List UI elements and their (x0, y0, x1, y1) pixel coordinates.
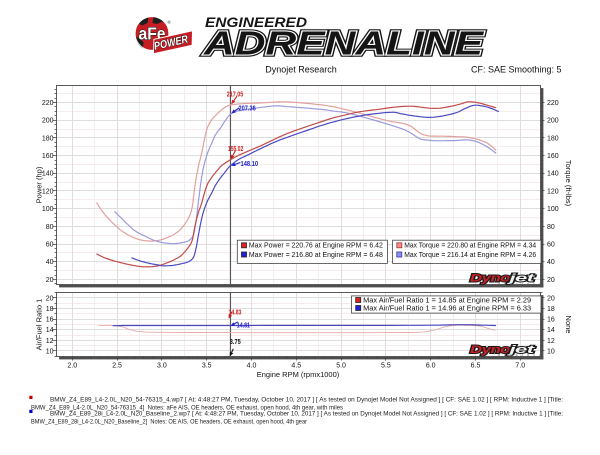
svg-text:4.0: 4.0 (247, 363, 257, 370)
svg-text:20: 20 (547, 277, 555, 284)
svg-text:R E S E A R C H: R E S E A R C H (498, 353, 543, 357)
svg-text:20: 20 (46, 295, 54, 302)
svg-text:BMW_Z4_E89_L4-2.0L_N20_54-7631: BMW_Z4_E89_L4-2.0L_N20_54-76315_4.wp7 [ … (50, 396, 563, 403)
svg-text:2.5: 2.5 (112, 363, 122, 370)
svg-text:None: None (564, 316, 573, 334)
svg-text:10: 10 (46, 348, 54, 355)
svg-text:BMW_Z4_E89_28i_L4-2.0L_N20_Bas: BMW_Z4_E89_28i_L4-2.0L_N20_Baseline_2.wp… (50, 410, 563, 417)
svg-text:207.36: 207.36 (239, 105, 256, 112)
svg-text:140: 140 (547, 171, 559, 178)
svg-text:Max Torque = 220.80 at Engine: Max Torque = 220.80 at Engine RPM = 4.34 (404, 241, 536, 250)
svg-text:Max Torque = 216.14 at Engine: Max Torque = 216.14 at Engine RPM = 4.26 (404, 250, 536, 259)
svg-text:40: 40 (46, 259, 54, 266)
svg-text:14.83: 14.83 (229, 309, 242, 316)
svg-text:18: 18 (547, 306, 555, 313)
svg-text:200: 200 (42, 118, 54, 125)
svg-text:220: 220 (42, 100, 54, 107)
svg-text:40: 40 (547, 259, 555, 266)
svg-text:60: 60 (547, 242, 555, 249)
svg-text:ADRENALINE: ADRENALINE (203, 25, 485, 62)
svg-text:5.0: 5.0 (336, 363, 346, 370)
svg-text:Max Power = 216.80 at Engine R: Max Power = 216.80 at Engine RPM = 6.48 (249, 250, 383, 259)
svg-text:14: 14 (46, 327, 54, 334)
svg-text:16: 16 (547, 317, 555, 324)
svg-text:155.02: 155.02 (228, 146, 243, 153)
svg-text:220: 220 (547, 100, 559, 107)
svg-text:120: 120 (547, 188, 559, 195)
svg-text:14.81: 14.81 (237, 322, 250, 329)
svg-text:Engine RPM (rpmx1000): Engine RPM (rpmx1000) (257, 370, 340, 379)
svg-text:217.05: 217.05 (227, 91, 244, 98)
svg-text:Max Air/Fuel Ratio 1 = 14.85 a: Max Air/Fuel Ratio 1 = 14.85 at Engine R… (363, 295, 531, 304)
svg-text:160: 160 (547, 153, 559, 160)
svg-text:120: 120 (42, 188, 54, 195)
svg-text:®: ® (168, 19, 172, 25)
svg-text:Max Power = 220.76 at Engine R: Max Power = 220.76 at Engine RPM = 6.42 (249, 241, 383, 250)
svg-text:100: 100 (42, 206, 54, 213)
svg-text:100: 100 (547, 206, 559, 213)
svg-text:Dyno: Dyno (470, 344, 511, 356)
svg-text:Max Air/Fuel Ratio 1 = 14.96 a: Max Air/Fuel Ratio 1 = 14.96 at Engine R… (363, 303, 531, 312)
svg-text:80: 80 (547, 224, 555, 231)
svg-text:CF: SAE Smoothing: 5: CF: SAE Smoothing: 5 (471, 64, 562, 74)
svg-text:ENGINEERED: ENGINEERED (205, 15, 307, 30)
svg-text:jet: jet (505, 344, 536, 356)
svg-text:5.5: 5.5 (381, 363, 391, 370)
svg-text:Torque (ft-lbs): Torque (ft-lbs) (564, 160, 573, 207)
svg-text:jet: jet (505, 273, 536, 285)
svg-text:6.0: 6.0 (426, 363, 436, 370)
svg-text:ADRENALINE: ADRENALINE (203, 25, 485, 62)
svg-text:Air/Fuel Ratio 1: Air/Fuel Ratio 1 (35, 299, 44, 351)
svg-text:60: 60 (46, 242, 54, 249)
svg-text:Dynojet Research: Dynojet Research (265, 64, 337, 74)
svg-text:20: 20 (46, 277, 54, 284)
svg-text:160: 160 (42, 153, 54, 160)
svg-text:3.5: 3.5 (202, 363, 212, 370)
svg-text:12: 12 (46, 338, 54, 345)
svg-text:Power (hp): Power (hp) (35, 166, 44, 203)
svg-text:20: 20 (547, 295, 555, 302)
svg-text:12: 12 (547, 338, 555, 345)
svg-text:80: 80 (46, 224, 54, 231)
svg-text:14: 14 (547, 327, 555, 334)
svg-text:140: 140 (42, 171, 54, 178)
svg-text:3.75: 3.75 (230, 339, 241, 346)
svg-text:18: 18 (46, 306, 54, 313)
svg-text:BMW_Z4_E89_L4-2.0L_N20_54-7631: BMW_Z4_E89_L4-2.0L_N20_54-76315_4] Notes… (31, 404, 343, 411)
svg-text:R E S E A R C H: R E S E A R C H (498, 282, 543, 286)
svg-text:Dyno: Dyno (470, 273, 511, 285)
svg-text:6.5: 6.5 (471, 363, 481, 370)
svg-text:4.5: 4.5 (291, 363, 301, 370)
svg-text:148.10: 148.10 (241, 161, 259, 168)
svg-text:2.0: 2.0 (67, 363, 77, 370)
svg-text:200: 200 (547, 118, 559, 125)
svg-text:3.0: 3.0 (157, 363, 167, 370)
svg-text:BMW_Z4_E89_28i_L4-2.0L_N20_Bas: BMW_Z4_E89_28i_L4-2.0L_N20_Baseline_2] N… (31, 418, 307, 425)
svg-text:180: 180 (547, 135, 559, 142)
svg-text:7.0: 7.0 (515, 363, 525, 370)
svg-text:16: 16 (46, 317, 54, 324)
svg-text:10: 10 (547, 348, 555, 355)
svg-text:180: 180 (42, 135, 54, 142)
